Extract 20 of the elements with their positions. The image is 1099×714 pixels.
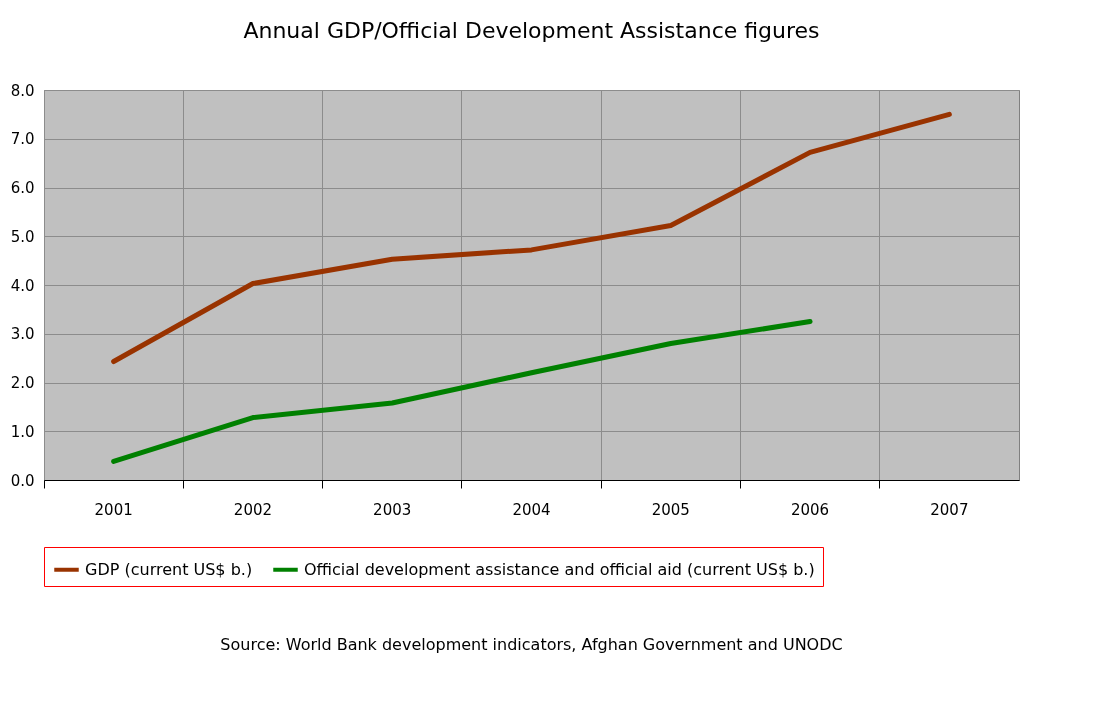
x-tick-label: 2004 xyxy=(512,500,551,519)
x-tick-label: 2001 xyxy=(94,500,133,519)
legend-label: GDP (current US$ b.) xyxy=(85,559,253,579)
y-tick-label: 5.0 xyxy=(10,227,35,246)
y-tick-label: 8.0 xyxy=(10,81,35,100)
x-tick-label: 2003 xyxy=(373,500,412,519)
y-tick-label: 7.0 xyxy=(10,130,35,149)
y-tick-label: 1.0 xyxy=(10,422,35,441)
y-tick-label: 4.0 xyxy=(10,276,35,295)
source-note: Source: World Bank development indicators, Afghan Government and UNODC xyxy=(220,635,843,654)
y-tick-label: 0.0 xyxy=(10,471,35,490)
x-tick-label: 2007 xyxy=(930,500,969,519)
x-tick-label: 2005 xyxy=(651,500,690,519)
y-tick-label: 3.0 xyxy=(10,325,35,344)
legend-label: Official development assistance and official aid (current US$ b.) xyxy=(304,559,815,579)
y-tick-label: 2.0 xyxy=(10,374,35,392)
y-tick-label: 6.0 xyxy=(10,179,35,197)
x-tick-label: 2002 xyxy=(233,500,273,519)
chart-title: Annual GDP/Official Development Assistance figures xyxy=(243,18,820,43)
x-tick-label: 2006 xyxy=(790,500,830,519)
